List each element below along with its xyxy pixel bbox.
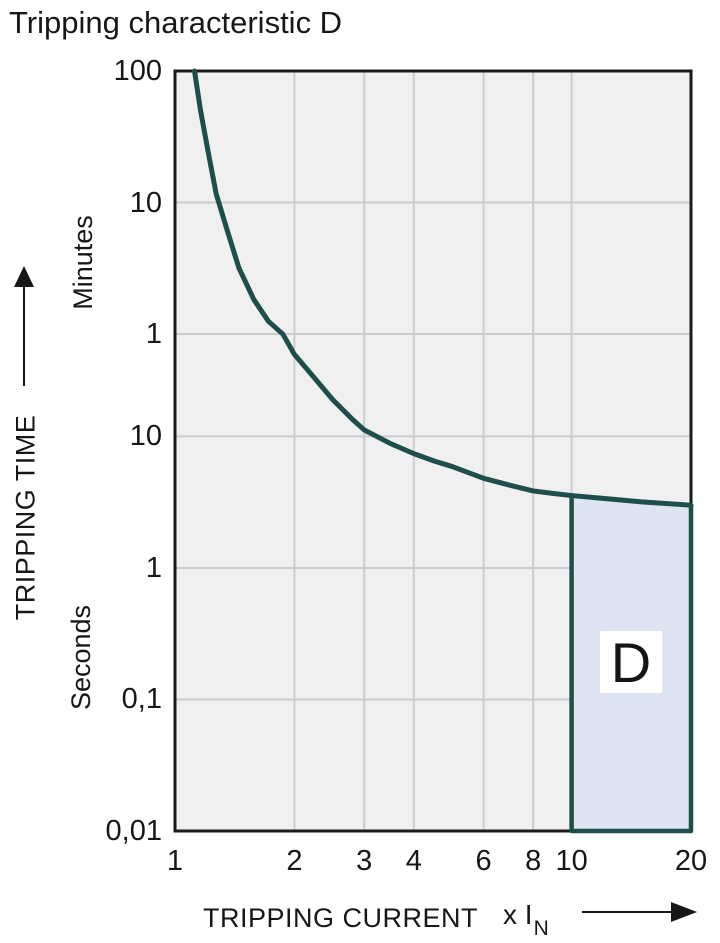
x-tick-label: 20 <box>674 845 708 877</box>
x-axis-arrow-right-icon <box>582 902 697 922</box>
x-tick-label: 10 <box>555 845 588 877</box>
y-tick-label: 0,1 <box>121 683 162 716</box>
x-axis-unit: x IN <box>503 899 549 940</box>
x-tick-label: 4 <box>405 845 422 877</box>
y-axis-unit-seconds: Seconds <box>66 604 97 711</box>
region-label-d-box: D <box>600 630 662 694</box>
y-tick-label: 0,01 <box>105 815 162 847</box>
y-tick-label: 1 <box>145 318 162 351</box>
region-label-d: D <box>610 630 652 694</box>
plot-border <box>173 69 693 833</box>
x-tick-label: 1 <box>166 845 184 877</box>
y-tick-label: 100 <box>113 55 162 87</box>
y-axis-unit-minutes: Minutes <box>67 215 98 310</box>
y-axis-arrow-up-icon <box>14 266 34 386</box>
y-tick-label: 1 <box>145 551 162 584</box>
x-tick-label: 3 <box>356 845 373 877</box>
y-tick-label: 10 <box>129 186 162 219</box>
x-tick-label: 6 <box>475 845 492 877</box>
x-tick-label: 8 <box>525 845 542 877</box>
x-axis-title: TRIPPING CURRENT <box>203 903 479 933</box>
x-axis-unit-prefix: x I <box>503 899 533 930</box>
chart-title: Tripping characteristic D <box>9 5 343 40</box>
y-axis-title: TRIPPING TIME <box>10 414 41 621</box>
y-tick-label: 10 <box>129 420 162 453</box>
tripping-curve <box>192 68 694 508</box>
x-axis-unit-subscript: N <box>533 916 549 940</box>
x-tick-label: 2 <box>286 845 303 877</box>
